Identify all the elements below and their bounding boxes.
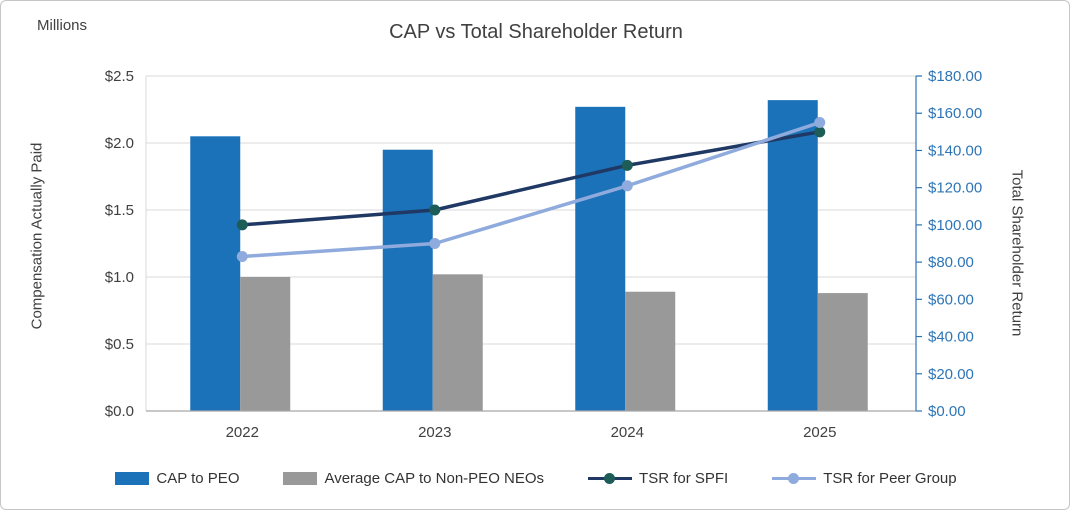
right-axis-tick-label: $20.00 xyxy=(928,366,974,383)
category-label: 2024 xyxy=(611,424,644,441)
bar-cap-to-peo xyxy=(767,100,818,412)
right-axis-tick-label: $80.00 xyxy=(928,254,974,271)
right-axis-tick-label: $160.00 xyxy=(928,105,982,122)
legend-label: CAP to PEO xyxy=(156,469,240,487)
line-tsr-for-peer-group xyxy=(240,120,822,259)
chart-title: CAP vs Total Shareholder Return xyxy=(389,21,683,43)
marker-tsr-for-peer-group xyxy=(621,180,633,192)
left-axis-tick-label: $0.0 xyxy=(105,403,134,420)
legend-label: Average CAP to Non-PEO NEOs xyxy=(324,469,545,487)
left-axis-tick-label: $1.5 xyxy=(105,202,134,219)
right-axis-tick-label: $140.00 xyxy=(928,142,982,159)
bar-average-cap-to-non-peo-neos xyxy=(817,293,868,411)
category-label: 2023 xyxy=(418,424,451,441)
legend-item-tsr-for-peer-group: TSR for Peer Group xyxy=(772,469,957,487)
bar-average-cap-to-non-peo-neos xyxy=(432,274,483,411)
left-axis-tick-label: $2.0 xyxy=(105,135,134,152)
category-label: 2025 xyxy=(803,424,836,441)
left-axis-tick-label: $2.5 xyxy=(105,68,134,85)
marker-tsr-for-peer-group xyxy=(814,117,826,129)
left-axis-tick-label: $0.5 xyxy=(105,336,134,353)
left-axis-units-label: Millions xyxy=(37,17,88,34)
right-axis-tick-label: $60.00 xyxy=(928,291,974,308)
legend-label: TSR for SPFI xyxy=(639,469,729,487)
marker-tsr-for-spfi xyxy=(429,204,441,216)
bar-average-cap-to-non-peo-neos xyxy=(240,277,291,411)
marker-tsr-for-spfi xyxy=(621,159,633,171)
legend-bar-swatch xyxy=(115,471,150,485)
legend-item-cap-to-peo: CAP to PEO xyxy=(115,470,239,487)
legend-label: TSR for Peer Group xyxy=(823,469,957,487)
bar-cap-to-peo xyxy=(575,106,626,411)
bar-average-cap-to-non-peo-neos xyxy=(625,291,676,411)
right-axis-tick-label: $120.00 xyxy=(928,180,982,197)
left-axis-tick-label: $1.0 xyxy=(105,269,134,286)
bar-cap-to-peo xyxy=(382,149,433,411)
marker-tsr-for-spfi xyxy=(236,219,248,231)
legend-item-tsr-for-spfi: TSR for SPFI xyxy=(588,470,728,487)
legend: CAP to PEO Average CAP to Non-PEO NEOs TSR… xyxy=(1,464,1069,492)
line-tsr-for-spfi xyxy=(240,130,822,227)
legend-bar-swatch xyxy=(283,471,318,485)
right-axis-tick-label: $180.00 xyxy=(928,68,982,85)
legend-line-marker-swatch xyxy=(588,472,633,485)
right-axis-tick-label: $40.00 xyxy=(928,329,974,346)
right-axis-tick-label: $100.00 xyxy=(928,217,982,234)
legend-line-marker-swatch xyxy=(772,472,817,485)
legend-item-average-cap-to-non-peo-neos: Average CAP to Non-PEO NEOs xyxy=(283,470,544,487)
marker-tsr-for-peer-group xyxy=(429,238,441,249)
marker-tsr-for-spfi xyxy=(814,126,826,138)
category-label: 2022 xyxy=(226,424,259,441)
marker-tsr-for-peer-group xyxy=(236,251,248,263)
right-axis-tick-label: $0.00 xyxy=(928,403,966,420)
bar-cap-to-peo xyxy=(190,136,241,412)
